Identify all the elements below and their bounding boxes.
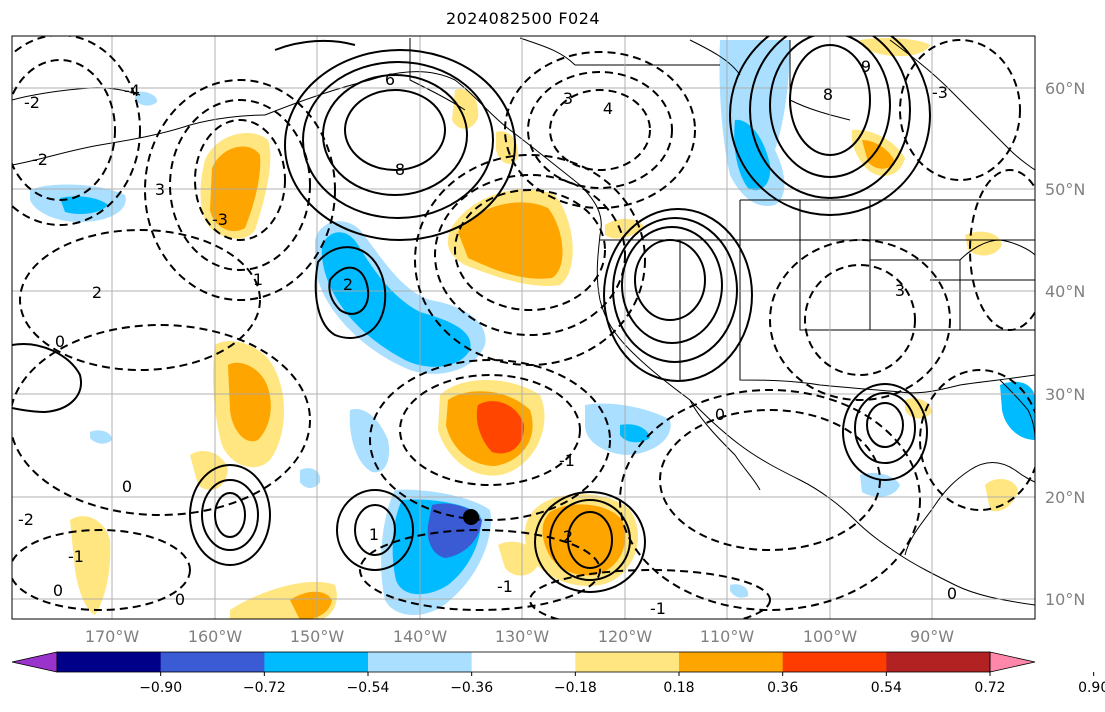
- contour-label: -1: [68, 547, 84, 566]
- lon-label: 90°W: [910, 627, 954, 646]
- colorbar-segment: [57, 652, 162, 672]
- contour-label: 0: [53, 581, 63, 600]
- contour-label: 1: [369, 525, 379, 544]
- lat-label: 20°N: [1045, 488, 1085, 507]
- contour-labels: 6 8 4 3 3 2 0 -1 -2 -3 -4 1 0 2 -1 0 -2 …: [18, 57, 957, 618]
- contour-label: -1: [497, 577, 513, 596]
- colorbar: −0.90 −0.72 −0.54 −0.36 −0.18 0.18 0.36 0.54 0.7…: [11, 651, 1105, 696]
- lon-label: 140°W: [393, 627, 448, 646]
- lon-label: 110°W: [700, 627, 755, 646]
- contour-label: 6: [385, 70, 395, 89]
- contour-label: 9: [861, 57, 871, 76]
- colorbar-tick-label: 0.18: [663, 680, 694, 696]
- lon-label: 160°W: [188, 627, 243, 646]
- contour-label: 4: [603, 99, 613, 118]
- colorbar-tick-label: −0.36: [450, 680, 493, 696]
- colorbar-tick-label: 0.72: [974, 680, 1005, 696]
- solid-contour-layer: [12, 36, 931, 593]
- contour-label: -1: [559, 451, 575, 470]
- contour-label: 0: [175, 590, 185, 609]
- contour-label: -2: [18, 510, 34, 529]
- colorbar-tick-label: 0.54: [871, 680, 902, 696]
- contour-label: -1: [650, 599, 666, 618]
- contour-label: 2: [92, 283, 102, 302]
- colorbar-segment: [160, 652, 265, 672]
- latitude-labels: 60°N 50°N 40°N 30°N 20°N 10°N: [1045, 79, 1085, 609]
- colorbar-border: [56, 651, 991, 673]
- lat-label: 10°N: [1045, 590, 1085, 609]
- lon-label: 170°W: [85, 627, 140, 646]
- contour-label: 3: [155, 180, 165, 199]
- colorbar-tick-label: 0.36: [767, 680, 798, 696]
- lon-label: 120°W: [598, 627, 653, 646]
- lon-label: 130°W: [495, 627, 550, 646]
- contour-label: -2: [32, 150, 48, 169]
- colorbar-segment: [471, 652, 576, 672]
- contour-label: 3: [563, 89, 573, 108]
- contour-label: 1: [253, 270, 263, 289]
- lat-label: 40°N: [1045, 282, 1085, 301]
- colorbar-tick-label: −0.18: [554, 680, 597, 696]
- contour-label: 3: [895, 281, 905, 300]
- lon-label: 150°W: [290, 627, 345, 646]
- colorbar-segment: [679, 652, 784, 672]
- lon-label: 100°W: [803, 627, 858, 646]
- map-frame: [11, 35, 1036, 620]
- longitude-labels: 170°W 160°W 150°W 140°W 130°W 120°W 110°…: [85, 627, 954, 646]
- contour-label: 2: [343, 275, 353, 294]
- contour-label: -4: [124, 81, 140, 100]
- colorbar-segment: [264, 652, 369, 672]
- colorbar-segment: [782, 652, 887, 672]
- map-title: 2024082500 F024: [445, 9, 601, 28]
- colorbar-segment: [886, 652, 991, 672]
- colorbar-extend-low: [11, 651, 58, 673]
- shaded-field-layer: [30, 37, 1035, 619]
- contour-label: -3: [212, 210, 228, 229]
- contour-label: 0: [55, 332, 65, 351]
- colorbar-tick-label: −0.72: [243, 680, 286, 696]
- dashed-contour-layer: [12, 36, 1035, 619]
- contour-label: -2: [24, 93, 40, 112]
- contour-label: 0: [947, 584, 957, 603]
- colorbar-tick-label: −0.54: [347, 680, 390, 696]
- contour-label: 0: [122, 477, 132, 496]
- lat-label: 50°N: [1045, 180, 1085, 199]
- colorbar-extend-high: [989, 651, 1036, 673]
- lat-label: 30°N: [1045, 385, 1085, 404]
- lat-label: 60°N: [1045, 79, 1085, 98]
- colorbar-tick-label: −0.90: [139, 680, 182, 696]
- location-marker-dot: [463, 509, 479, 525]
- contour-label: 2: [563, 527, 573, 546]
- colorbar-tick-label: 0.90: [1078, 680, 1105, 696]
- contour-label: 0: [715, 405, 725, 424]
- colorbar-segment: [368, 652, 473, 672]
- contour-label: -3: [932, 83, 948, 102]
- contour-label: 8: [823, 85, 833, 104]
- contour-label: 8: [395, 160, 405, 179]
- colorbar-segment: [575, 652, 680, 672]
